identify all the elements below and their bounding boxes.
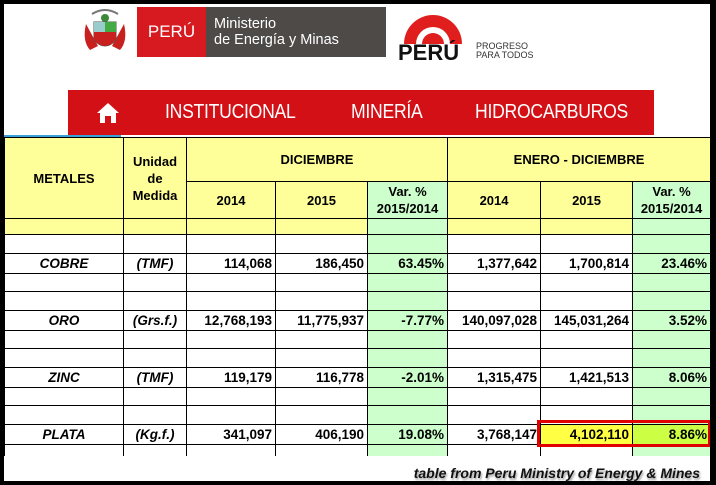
page: PERÚ Ministerio de Energía y Minas PERÚ … — [4, 4, 710, 481]
nav-bar: INSTITUCIONAL MINERÍA HIDROCARBUROS — [68, 90, 654, 135]
dic-var: 19.08% — [366, 423, 449, 445]
brand-tag1: PROGRESO — [476, 41, 529, 51]
brand-tag2: PARA TODOS — [476, 50, 534, 60]
ed-var: 3.52% — [632, 309, 710, 331]
header-dic-var: Var. % 2015/2014 — [366, 181, 449, 219]
header-diciembre: DICIEMBRE — [185, 137, 449, 182]
peru-label: PERÚ — [137, 7, 206, 57]
dic-2015: 11,775,937 — [275, 309, 368, 331]
highlight-box — [537, 420, 710, 447]
table-row: COBRE (TMF) 114,068 186,450 63.45% 1,377,642 1… — [4, 252, 710, 274]
coat-of-arms-logo — [84, 9, 126, 50]
header-ed-var: Var. % 2015/2014 — [632, 181, 710, 219]
header-dic-2015: 2015 — [275, 181, 368, 219]
selection-line — [4, 135, 121, 137]
metal-name: ORO — [4, 309, 124, 331]
peru-progreso-logo: PERÚ PROGRESO PARA TODOS — [396, 10, 556, 65]
dic-var: 63.45% — [366, 252, 449, 274]
header-ed-2015: 2015 — [540, 181, 634, 219]
dic-2015: 116,778 — [275, 366, 368, 388]
ed-2014: 1,315,475 — [447, 366, 542, 388]
brand-word: PERÚ — [398, 40, 460, 65]
dic-2015: 186,450 — [275, 252, 368, 274]
metal-name: COBRE — [4, 252, 124, 274]
header-metales: METALES — [4, 137, 124, 219]
dic-2014: 341,097 — [186, 423, 276, 445]
ed-2014: 1,377,642 — [447, 252, 542, 274]
unit: (TMF) — [123, 252, 187, 274]
unit: (Grs.f.) — [123, 309, 187, 331]
dic-2015: 406,190 — [275, 423, 368, 445]
unit: (Kg.f.) — [123, 423, 187, 445]
dic-2014: 114,068 — [186, 252, 276, 274]
metal-name: ZINC — [4, 366, 124, 388]
ed-var: 8.06% — [632, 366, 710, 388]
dic-2014: 12,768,193 — [186, 309, 276, 331]
header-dic-2014: 2014 — [186, 181, 276, 219]
header-ed-2014: 2014 — [447, 181, 542, 219]
dic-2014: 119,179 — [186, 366, 276, 388]
table-row: ORO (Grs.f.) 12,768,193 11,775,937 -7.77% 140… — [4, 309, 710, 331]
caption: table from Peru Ministry of Energy & Min… — [413, 465, 700, 481]
ed-2015: 4,102,110 — [540, 423, 634, 445]
ed-2015: 145,031,264 — [540, 309, 634, 331]
nav-hidrocarburos[interactable]: HIDROCARBUROS — [475, 101, 629, 123]
ed-2015: 1,700,814 — [540, 252, 634, 274]
metals-production-table: METALES Unidad de Medida DICIEMBRE ENERO… — [4, 137, 710, 456]
ed-2015: 1,421,513 — [540, 366, 634, 388]
arch-icon — [404, 15, 462, 44]
nav-mineria[interactable]: MINERÍA — [351, 101, 423, 123]
dic-var: -2.01% — [366, 366, 449, 388]
nav-institucional[interactable]: INSTITUCIONAL — [165, 101, 296, 123]
ed-2014: 3,768,147 — [447, 423, 542, 445]
metal-name: PLATA — [4, 423, 124, 445]
header-unidad: Unidad de Medida — [123, 137, 187, 219]
dic-var: -7.77% — [366, 309, 449, 331]
ed-var: 23.46% — [632, 252, 710, 274]
ed-2014: 140,097,028 — [447, 309, 542, 331]
table-row: ZINC (TMF) 119,179 116,778 -2.01% 1,315,475 1,… — [4, 366, 710, 388]
ministry-line1: Ministerio — [214, 16, 277, 32]
header-enero-diciembre: ENERO - DICIEMBRE — [447, 137, 710, 182]
home-icon[interactable] — [96, 102, 120, 124]
ministry-line2: de Energía y Minas — [214, 32, 339, 48]
ministry-name: Ministerio de Energía y Minas — [206, 7, 386, 57]
unit: (TMF) — [123, 366, 187, 388]
